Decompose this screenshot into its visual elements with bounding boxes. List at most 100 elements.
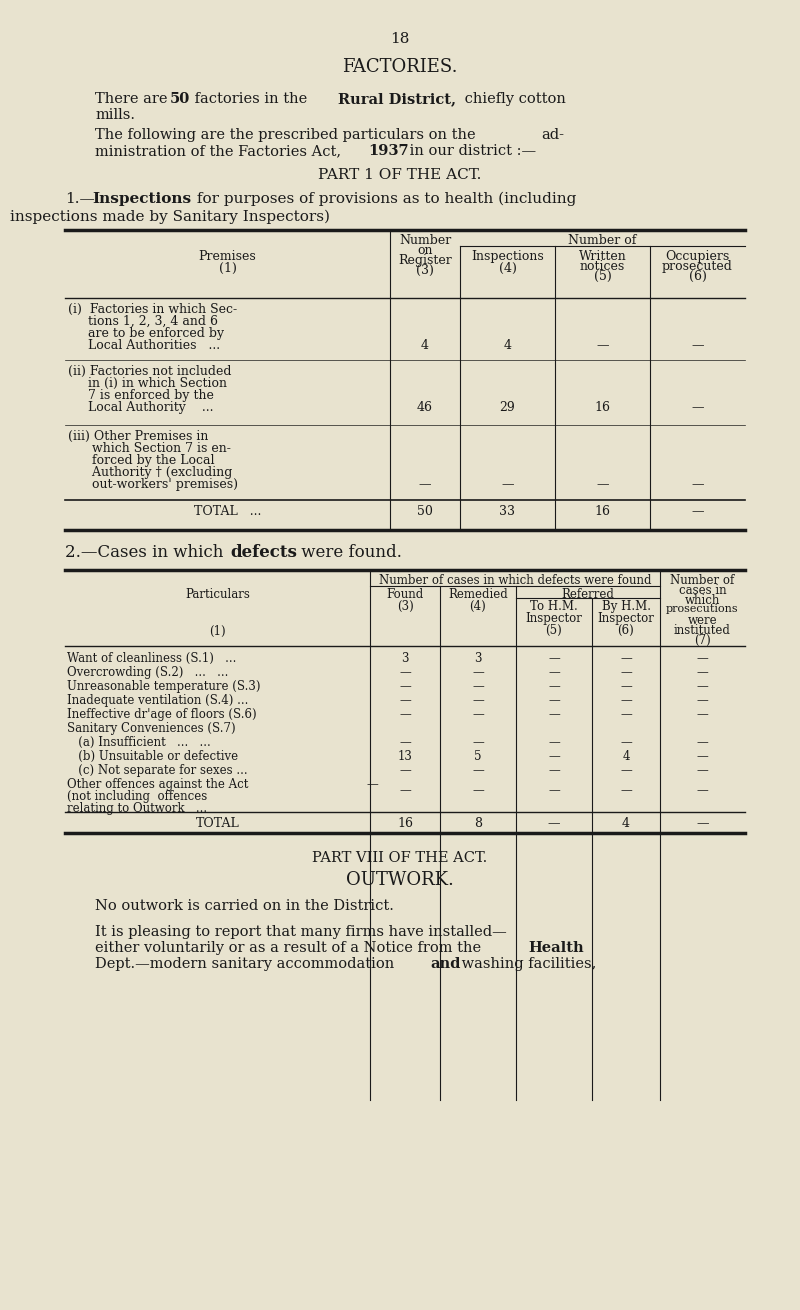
Text: mills.: mills. [95, 107, 135, 122]
Text: —: — [548, 680, 560, 693]
Text: —: — [596, 339, 609, 352]
Text: Remedied: Remedied [448, 588, 508, 601]
Text: Number: Number [399, 234, 451, 248]
Text: OUTWORK.: OUTWORK. [346, 871, 454, 889]
Text: 8: 8 [474, 817, 482, 831]
Text: (c) Not separate for sexes ...: (c) Not separate for sexes ... [67, 764, 248, 777]
Text: (iii) Other Premises in: (iii) Other Premises in [68, 430, 208, 443]
Text: prosecuted: prosecuted [662, 259, 733, 272]
Text: 16: 16 [594, 504, 610, 517]
Text: Occupiers: Occupiers [666, 250, 730, 263]
Text: —: — [548, 652, 560, 665]
Text: tions 1, 2, 3, 4 and 6: tions 1, 2, 3, 4 and 6 [68, 314, 218, 328]
Text: 29: 29 [500, 401, 515, 414]
Text: (7): (7) [694, 634, 711, 647]
Text: Found: Found [386, 588, 424, 601]
Text: Particulars: Particulars [185, 588, 250, 601]
Text: were found.: were found. [296, 544, 402, 561]
Text: (b) Unsuitable or defective: (b) Unsuitable or defective [67, 751, 238, 762]
Text: —: — [418, 478, 431, 491]
Text: —: — [548, 665, 560, 679]
Text: —: — [620, 694, 632, 707]
Text: —: — [697, 707, 708, 721]
Text: —: — [691, 401, 704, 414]
Text: —: — [399, 764, 411, 777]
Text: No outwork is carried on in the District.: No outwork is carried on in the District… [95, 899, 394, 913]
Text: —: — [399, 665, 411, 679]
Text: which Section 7 is en-: which Section 7 is en- [68, 441, 231, 455]
Text: TOTAL   ...: TOTAL ... [194, 504, 261, 517]
Text: (not including  offences: (not including offences [67, 790, 207, 803]
Text: 50: 50 [417, 504, 433, 517]
Text: —: — [620, 764, 632, 777]
Text: —: — [399, 680, 411, 693]
Text: TOTAL: TOTAL [196, 817, 239, 831]
Text: 4: 4 [503, 339, 511, 352]
Text: Want of cleanliness (S.1)   ...: Want of cleanliness (S.1) ... [67, 652, 236, 665]
Text: 50: 50 [170, 92, 190, 106]
Text: —: — [697, 652, 708, 665]
Text: 1.—: 1.— [65, 193, 94, 206]
Text: for purposes of provisions as to health (including: for purposes of provisions as to health … [192, 193, 576, 207]
Text: 5: 5 [474, 751, 482, 762]
Text: —: — [472, 707, 484, 721]
Text: (5): (5) [594, 270, 611, 283]
Text: —: — [399, 783, 411, 796]
Text: —: — [620, 665, 632, 679]
Text: Authority † (excluding: Authority † (excluding [68, 466, 232, 479]
Text: —: — [620, 652, 632, 665]
Text: 18: 18 [390, 31, 410, 46]
Text: —: — [472, 680, 484, 693]
Text: 1937: 1937 [368, 144, 409, 159]
Text: factories in the: factories in the [190, 92, 312, 106]
Text: —: — [472, 736, 484, 749]
Text: —: — [691, 339, 704, 352]
Text: (i)  Factories in which Sec-: (i) Factories in which Sec- [68, 303, 237, 316]
Text: (5): (5) [546, 624, 562, 637]
Text: —: — [697, 736, 708, 749]
Text: (4): (4) [498, 262, 517, 275]
Text: 13: 13 [398, 751, 413, 762]
Text: —: — [596, 478, 609, 491]
Text: (4): (4) [470, 600, 486, 613]
Text: —: — [620, 783, 632, 796]
Text: —: — [620, 680, 632, 693]
Text: Other offences against the Act: Other offences against the Act [67, 778, 248, 791]
Text: 46: 46 [417, 401, 433, 414]
Text: —: — [548, 751, 560, 762]
Text: ministration of the Factories Act,: ministration of the Factories Act, [95, 144, 346, 159]
Text: Rural District,: Rural District, [338, 92, 456, 106]
Text: Inspections: Inspections [92, 193, 191, 206]
Text: instituted: instituted [674, 624, 731, 637]
Text: Sanitary Conveniences (S.7): Sanitary Conveniences (S.7) [67, 722, 236, 735]
Text: defects: defects [230, 544, 297, 561]
Text: in (i) in which Section: in (i) in which Section [68, 377, 227, 390]
Text: Dept.—modern sanitary accommodation: Dept.—modern sanitary accommodation [95, 958, 399, 971]
Text: Inspector: Inspector [598, 612, 654, 625]
Text: —: — [472, 694, 484, 707]
Text: (a) Insufficient   ...   ...: (a) Insufficient ... ... [67, 736, 210, 749]
Text: —: — [620, 736, 632, 749]
Text: 4: 4 [622, 817, 630, 831]
Text: —: — [697, 680, 708, 693]
Text: Inadequate ventilation (S.4) ...: Inadequate ventilation (S.4) ... [67, 694, 248, 707]
Text: —: — [548, 783, 560, 796]
Text: Number of: Number of [670, 574, 734, 587]
Text: —: — [366, 778, 378, 791]
Text: FACTORIES.: FACTORIES. [342, 58, 458, 76]
Text: forced by the Local: forced by the Local [68, 455, 214, 466]
Text: Number of cases in which defects were found: Number of cases in which defects were fo… [378, 574, 651, 587]
Text: —: — [548, 736, 560, 749]
Text: —: — [399, 736, 411, 749]
Text: on: on [418, 244, 433, 257]
Text: out-workers' premises): out-workers' premises) [68, 478, 238, 491]
Text: By H.M.: By H.M. [602, 600, 650, 613]
Text: PART 1 OF THE ACT.: PART 1 OF THE ACT. [318, 168, 482, 182]
Text: 33: 33 [499, 504, 515, 517]
Text: —: — [399, 694, 411, 707]
Text: washing facilities,: washing facilities, [457, 958, 596, 971]
Text: Register: Register [398, 254, 452, 267]
Text: notices: notices [580, 259, 625, 272]
Text: ad-: ad- [541, 128, 564, 141]
Text: PART VIII OF THE ACT.: PART VIII OF THE ACT. [312, 852, 488, 865]
